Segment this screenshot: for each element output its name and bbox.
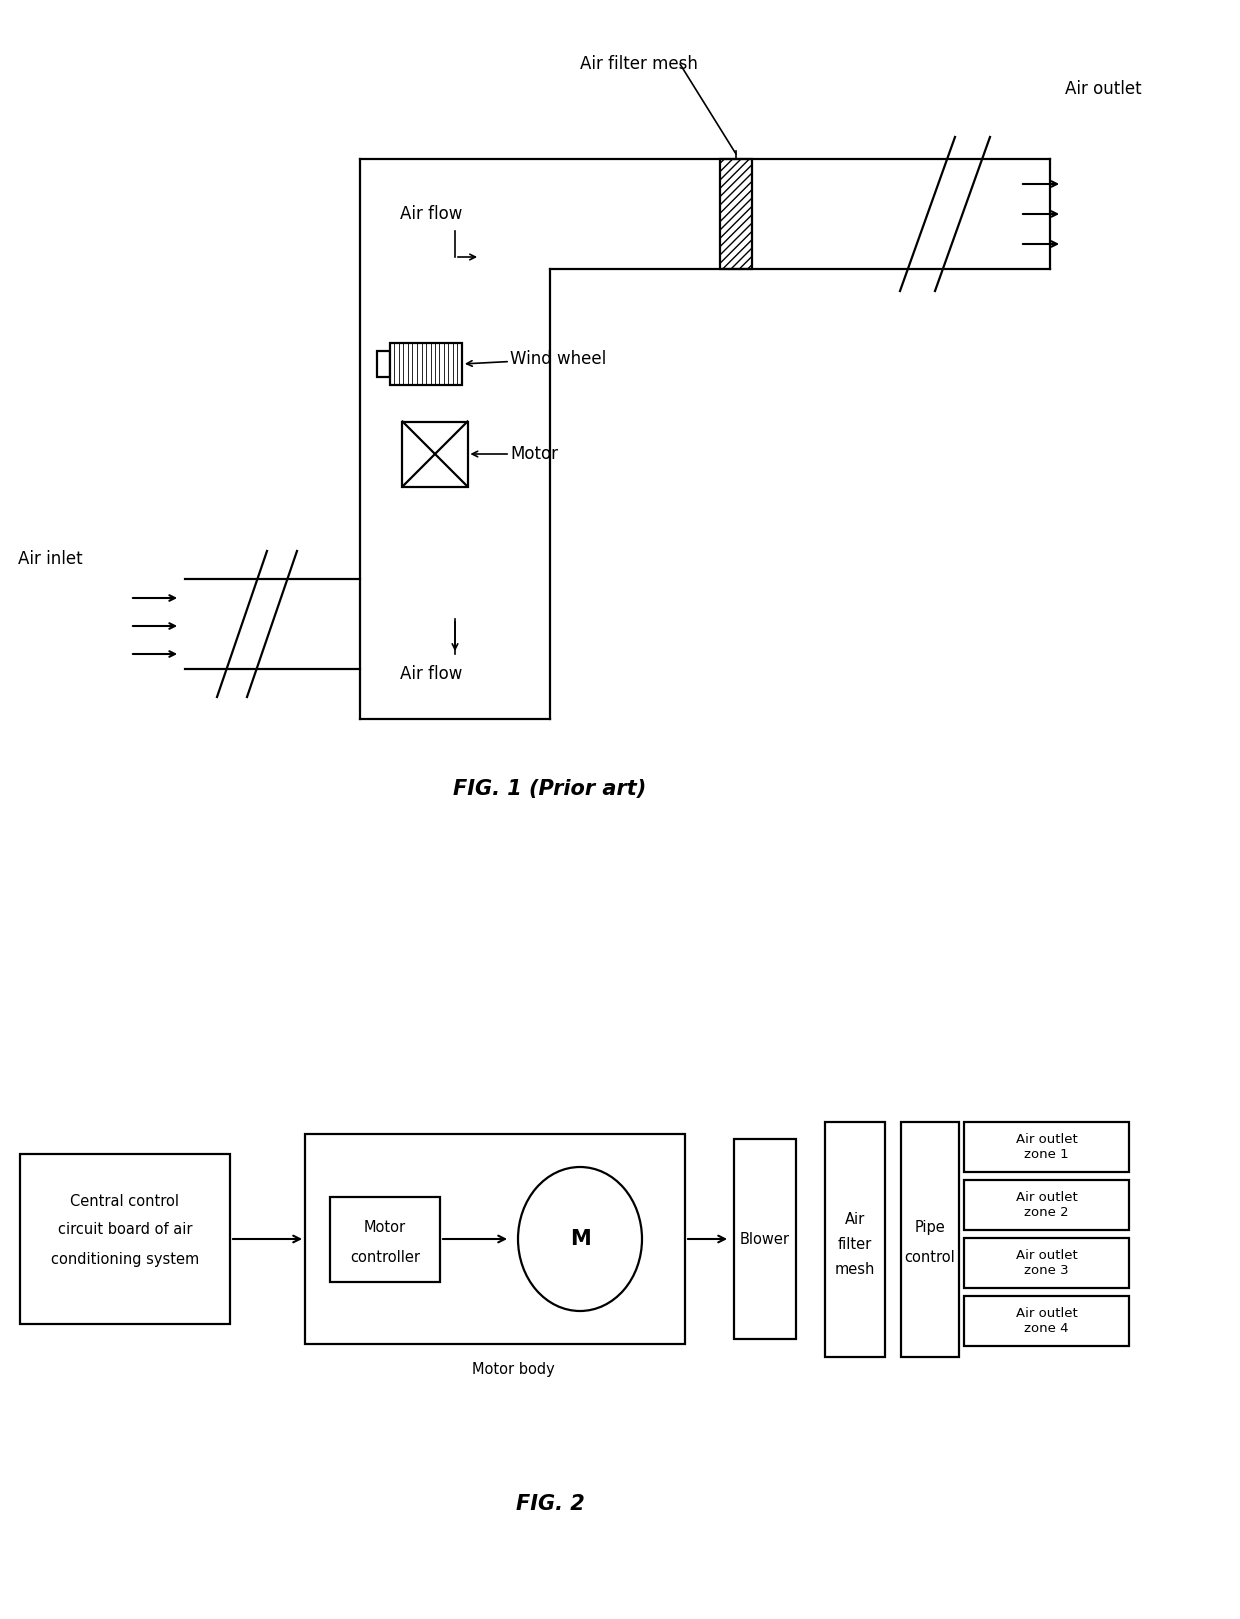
Text: mesh: mesh bbox=[835, 1261, 875, 1276]
Text: FIG. 2: FIG. 2 bbox=[516, 1494, 584, 1514]
Text: Air outlet
zone 3: Air outlet zone 3 bbox=[1016, 1248, 1078, 1276]
Bar bbox=[963, 1237, 1128, 1287]
Text: Air outlet: Air outlet bbox=[1065, 79, 1142, 99]
Bar bbox=[391, 343, 463, 385]
Text: Air inlet: Air inlet bbox=[19, 550, 83, 568]
Text: Pipe: Pipe bbox=[915, 1219, 945, 1235]
Bar bbox=[963, 1295, 1128, 1345]
Bar bbox=[963, 1122, 1128, 1172]
Bar bbox=[734, 1140, 796, 1339]
Text: Air outlet
zone 2: Air outlet zone 2 bbox=[1016, 1190, 1078, 1219]
Text: Motor: Motor bbox=[472, 445, 558, 463]
Text: Air outlet
zone 1: Air outlet zone 1 bbox=[1016, 1133, 1078, 1161]
Text: controller: controller bbox=[350, 1250, 420, 1264]
Text: FIG. 1 (Prior art): FIG. 1 (Prior art) bbox=[454, 779, 646, 800]
Text: Air flow: Air flow bbox=[401, 206, 463, 223]
Text: M: M bbox=[569, 1229, 590, 1248]
Text: Air: Air bbox=[844, 1211, 866, 1227]
Text: Central control: Central control bbox=[71, 1193, 180, 1208]
Text: conditioning system: conditioning system bbox=[51, 1251, 200, 1266]
Text: Motor body: Motor body bbox=[472, 1362, 554, 1376]
Bar bbox=[330, 1196, 440, 1282]
Text: Wind wheel: Wind wheel bbox=[466, 350, 606, 368]
Text: filter: filter bbox=[838, 1237, 872, 1251]
Bar bbox=[963, 1180, 1128, 1229]
Text: Air outlet
zone 4: Air outlet zone 4 bbox=[1016, 1307, 1078, 1334]
Ellipse shape bbox=[518, 1167, 642, 1311]
Text: control: control bbox=[905, 1250, 955, 1264]
Bar bbox=[305, 1133, 684, 1344]
Text: Air filter mesh: Air filter mesh bbox=[580, 55, 698, 73]
Bar bbox=[377, 351, 391, 377]
Bar bbox=[720, 159, 751, 269]
Bar bbox=[825, 1122, 885, 1357]
Bar bbox=[20, 1154, 229, 1324]
Bar bbox=[403, 421, 467, 486]
Text: Blower: Blower bbox=[740, 1232, 790, 1247]
Text: circuit board of air: circuit board of air bbox=[58, 1221, 192, 1237]
Text: Air flow: Air flow bbox=[401, 665, 463, 683]
Text: Motor: Motor bbox=[363, 1219, 405, 1235]
Bar bbox=[901, 1122, 959, 1357]
